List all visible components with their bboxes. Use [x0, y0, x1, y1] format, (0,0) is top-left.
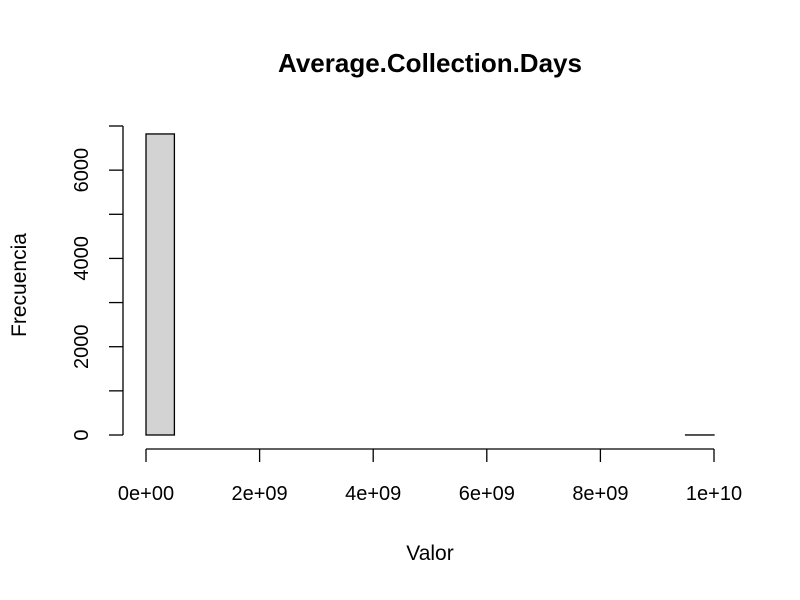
chart-title: Average.Collection.Days: [278, 48, 582, 78]
y-tick-label: 0: [71, 429, 93, 440]
x-tick-label: 8e+09: [572, 483, 628, 505]
x-tick-label: 0e+00: [118, 483, 174, 505]
y-tick-label: 6000: [71, 148, 93, 193]
histogram-bar: [145, 133, 176, 436]
y-tick-label: 4000: [71, 236, 93, 281]
x-tick-label: 6e+09: [459, 483, 515, 505]
y-axis: 0 2000 4000 6000: [71, 125, 124, 441]
y-tick-label: 2000: [71, 324, 93, 369]
x-tick-label: 4e+09: [345, 483, 401, 505]
x-tick-label: 1e+10: [686, 483, 742, 505]
x-tick-label: 2e+09: [232, 483, 288, 505]
bars-group: [145, 133, 715, 436]
x-axis: 0e+00 2e+09 4e+09 6e+09 8e+09 1e+10: [118, 448, 742, 505]
y-axis-label: Frecuencia: [8, 233, 31, 337]
x-axis-label: Valor: [406, 542, 453, 565]
